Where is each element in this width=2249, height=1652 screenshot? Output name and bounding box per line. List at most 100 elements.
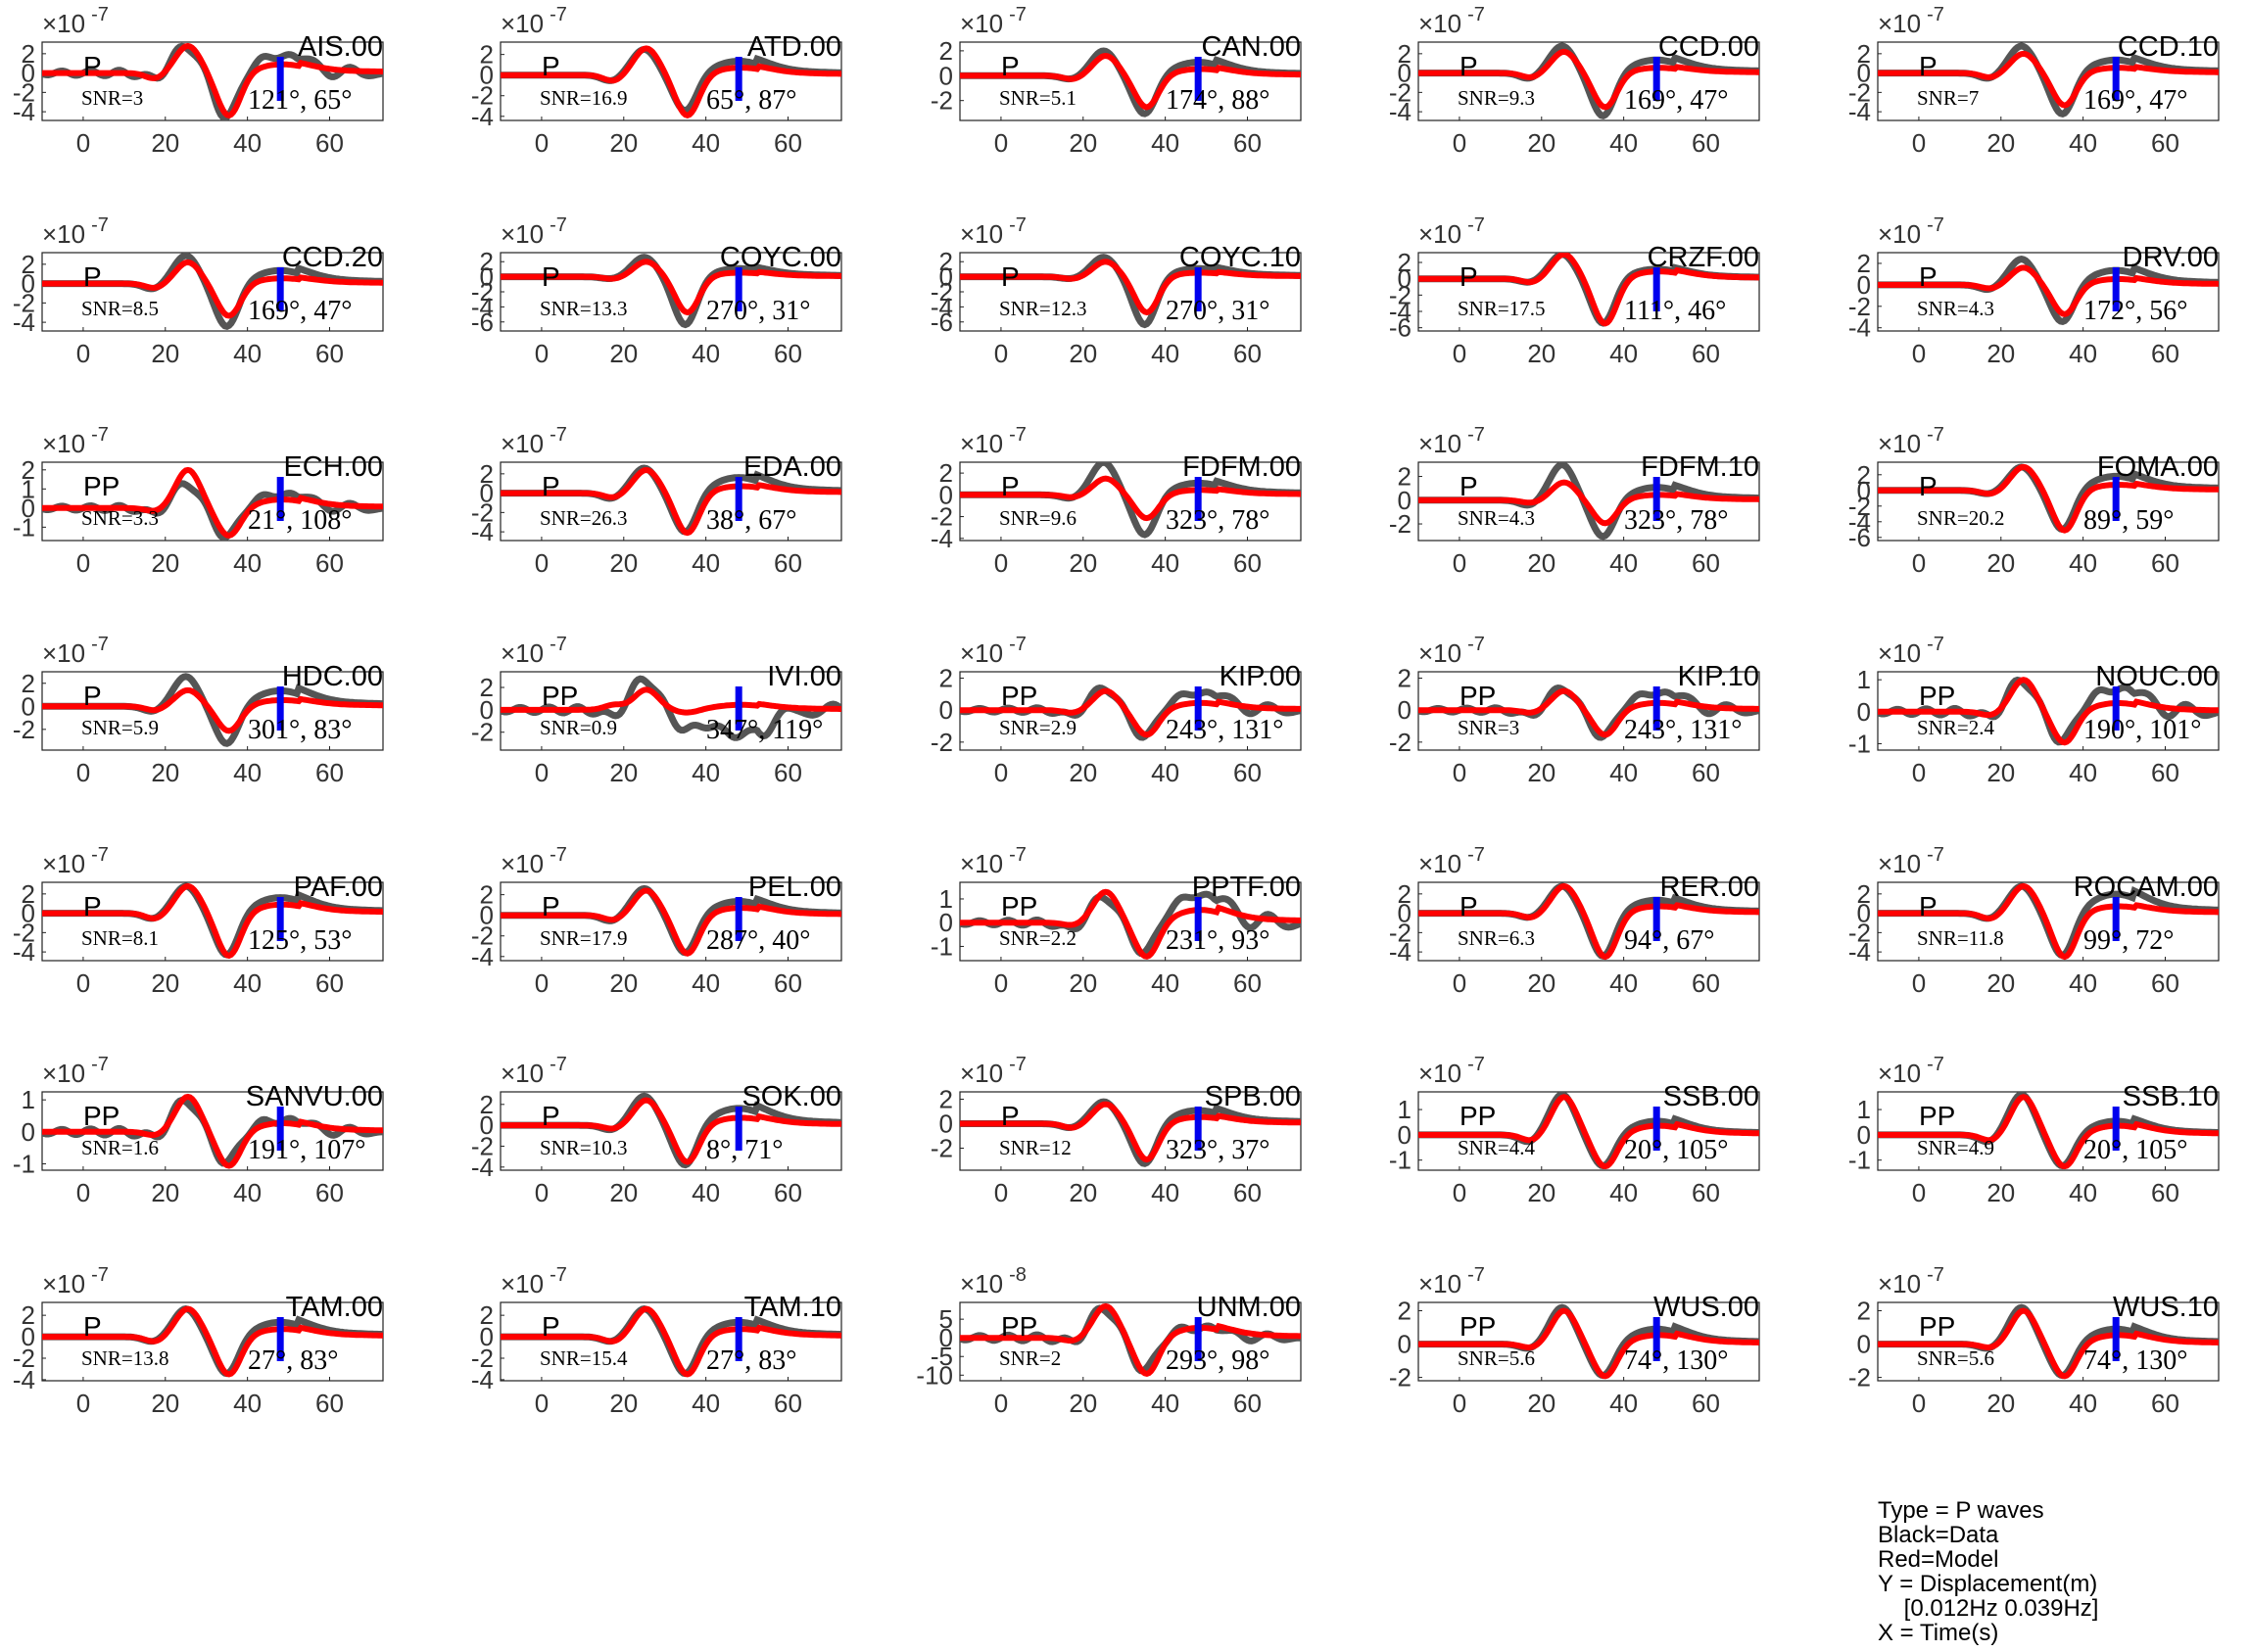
angle-label: 174°, 88°: [1166, 85, 1269, 116]
y-tick-label: -4: [471, 102, 494, 131]
x-tick-label: 40: [1151, 758, 1179, 787]
model-waveform: [42, 686, 383, 734]
figure-legend: Type = P waves Black=Data Red=Model Y = …: [1878, 1498, 2098, 1645]
x-tick-label: 60: [1233, 339, 1262, 368]
station-label: WUS.10: [2113, 1292, 2219, 1323]
x-tick-label: 40: [1609, 548, 1638, 578]
phase-label: PP: [1459, 681, 1496, 711]
station-label: SSB.10: [2123, 1081, 2219, 1112]
angle-label: 20°, 105°: [1624, 1135, 1728, 1165]
x-tick-label: 0: [76, 339, 90, 368]
snr-label: SNR=2.9: [999, 716, 1077, 739]
model-waveform: [1418, 687, 1759, 738]
phase-label: P: [83, 51, 102, 81]
x-tick-label: 60: [774, 128, 802, 158]
y-tick-label: -2: [1389, 280, 1412, 309]
y-tick-label: 0: [1398, 59, 1412, 88]
phase-label: PP: [1919, 681, 1955, 711]
angle-label: 323°, 78°: [1166, 505, 1269, 536]
x-tick-label: 20: [1527, 758, 1555, 787]
x-tick-label: 60: [1692, 128, 1720, 158]
y-tick-label: 2: [939, 664, 953, 693]
y-tick-label: 1: [1857, 665, 1871, 694]
y-tick-label: 2: [22, 250, 35, 279]
snr-label: SNR=0.9: [540, 716, 617, 739]
y-tick-label: -2: [13, 288, 35, 317]
x-tick-label: 0: [535, 1389, 549, 1418]
phase-label: PP: [542, 681, 578, 711]
x-tick-label: 0: [1453, 339, 1466, 368]
x-tick-label: 60: [774, 548, 802, 578]
y-exponent-label: ×10 -7: [1878, 844, 1944, 878]
x-tick-label: 0: [1912, 128, 1926, 158]
angle-label: 323°, 37°: [1166, 1135, 1269, 1165]
x-tick-label: 60: [774, 1178, 802, 1207]
y-exponent-label: ×10 -7: [1878, 1054, 1944, 1088]
y-exponent-label: ×10 -7: [1878, 634, 1944, 668]
x-tick-label: 60: [2151, 339, 2179, 368]
model-waveform: [1418, 479, 1759, 527]
model-waveform: [42, 42, 383, 119]
y-tick-label: -2: [13, 77, 35, 107]
x-tick-label: 20: [151, 548, 179, 578]
y-exponent-label: ×10 -7: [1418, 214, 1485, 249]
phase-label: P: [542, 1311, 560, 1342]
y-tick-label: -4: [13, 937, 35, 967]
y-tick-label: 2: [480, 1090, 494, 1119]
y-exponent-label: ×10 -7: [42, 4, 109, 38]
angle-label: 74°, 130°: [2083, 1345, 2187, 1376]
x-tick-label: 60: [774, 968, 802, 998]
station-label: ROCAM.00: [2074, 872, 2219, 903]
x-tick-label: 20: [1986, 548, 2015, 578]
y-exponent-label: ×10 -7: [501, 634, 567, 668]
x-tick-label: 0: [1453, 548, 1466, 578]
x-tick-label: 60: [315, 128, 344, 158]
x-tick-label: 60: [2151, 1389, 2179, 1418]
angle-label: 27°, 83°: [248, 1345, 338, 1376]
station-label: UNM.00: [1197, 1292, 1301, 1323]
x-tick-label: 20: [151, 128, 179, 158]
y-tick-label: 0: [939, 1109, 953, 1139]
x-tick-label: 20: [1069, 548, 1097, 578]
y-tick-label: 2: [480, 40, 494, 70]
legend-line-band: [0.012Hz 0.039Hz]: [1878, 1595, 2099, 1622]
y-tick-label: -1: [1848, 1146, 1871, 1175]
angle-label: 231°, 93°: [1166, 925, 1269, 956]
x-tick-label: 20: [1527, 1389, 1555, 1418]
y-tick-label: 0: [1857, 1330, 1871, 1359]
snr-label: SNR=3: [1458, 716, 1519, 739]
x-tick-label: 40: [233, 758, 262, 787]
y-tick-label: 0: [480, 262, 494, 292]
y-tick-label: -6: [471, 307, 494, 337]
y-exponent-label: ×10 -7: [1418, 1264, 1485, 1298]
x-tick-label: 20: [1986, 968, 2015, 998]
x-tick-label: 20: [609, 758, 638, 787]
snr-label: SNR=17.9: [540, 926, 627, 950]
station-label: KIP.10: [1678, 661, 1759, 692]
y-tick-label: -2: [471, 921, 494, 951]
x-tick-label: 60: [315, 1178, 344, 1207]
snr-label: SNR=4.3: [1917, 297, 1994, 320]
x-tick-label: 0: [1912, 548, 1926, 578]
y-tick-label: 2: [22, 879, 35, 909]
x-tick-label: 0: [1453, 128, 1466, 158]
y-tick-label: -2: [1389, 77, 1412, 107]
station-label: COYC.00: [720, 242, 841, 273]
phase-label: P: [542, 51, 560, 81]
y-tick-label: -2: [13, 918, 35, 947]
phase-label: P: [542, 891, 560, 921]
x-tick-label: 20: [609, 548, 638, 578]
y-tick-label: 0: [1857, 270, 1871, 300]
model-waveform: [1418, 1307, 1759, 1380]
x-tick-label: 20: [1986, 1178, 2015, 1207]
angle-label: 94°, 67°: [1624, 925, 1714, 956]
model-waveform: [501, 45, 841, 118]
